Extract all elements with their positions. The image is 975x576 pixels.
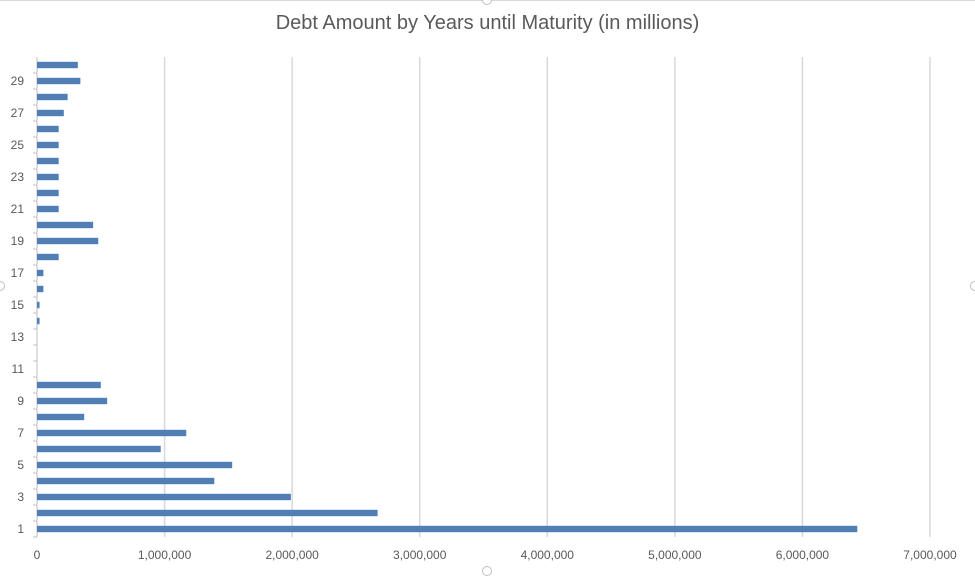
bar (37, 253, 59, 261)
bar (37, 173, 59, 181)
y-tick-label: 11 (12, 362, 25, 376)
bar (37, 317, 40, 325)
y-tick-label: 21 (11, 202, 25, 216)
y-tick-label: 25 (11, 138, 25, 152)
x-tick-label: 7,000,000 (903, 548, 957, 562)
x-tick-label: 3,000,000 (393, 548, 447, 562)
x-tick-label: 0 (34, 548, 41, 562)
bar (37, 381, 101, 389)
bar (37, 109, 64, 117)
bar (37, 509, 378, 517)
bar (37, 221, 94, 229)
y-tick-label: 29 (11, 74, 25, 88)
bar (37, 429, 187, 437)
x-tick-label: 6,000,000 (776, 548, 830, 562)
bar (37, 285, 44, 293)
y-tick-label: 27 (11, 106, 25, 120)
bar (37, 93, 68, 101)
y-tick-label: 23 (11, 170, 25, 184)
bar (37, 205, 59, 213)
y-tick-label: 5 (17, 458, 24, 472)
y-tick-label: 9 (17, 394, 24, 408)
y-tick-label: 7 (17, 426, 24, 440)
x-tick-label: 1,000,000 (138, 548, 192, 562)
bar (37, 413, 85, 421)
bar (37, 493, 291, 501)
bar (37, 461, 233, 469)
y-tick-label: 17 (11, 266, 25, 280)
bar (37, 61, 78, 69)
y-tick-label: 1 (17, 522, 24, 536)
x-tick-label: 2,000,000 (265, 548, 319, 562)
bar (37, 477, 215, 485)
resize-handle-right[interactable] (970, 281, 975, 291)
y-tick-label: 13 (11, 330, 25, 344)
x-tick-label: 5,000,000 (648, 548, 702, 562)
y-tick-label: 3 (17, 490, 24, 504)
bar (37, 269, 44, 277)
bar (37, 445, 161, 453)
y-tick-label: 15 (11, 298, 25, 312)
y-tick-label: 19 (11, 234, 25, 248)
bar (37, 157, 59, 165)
bar (37, 525, 858, 533)
bar (37, 141, 59, 149)
bar (37, 237, 99, 245)
chart-title: Debt Amount by Years until Maturity (in … (275, 12, 700, 34)
bar (37, 77, 81, 85)
bar (37, 301, 40, 309)
bar (37, 189, 59, 197)
x-tick-label: 4,000,000 (521, 548, 575, 562)
bar (37, 125, 59, 133)
bar (37, 397, 108, 405)
